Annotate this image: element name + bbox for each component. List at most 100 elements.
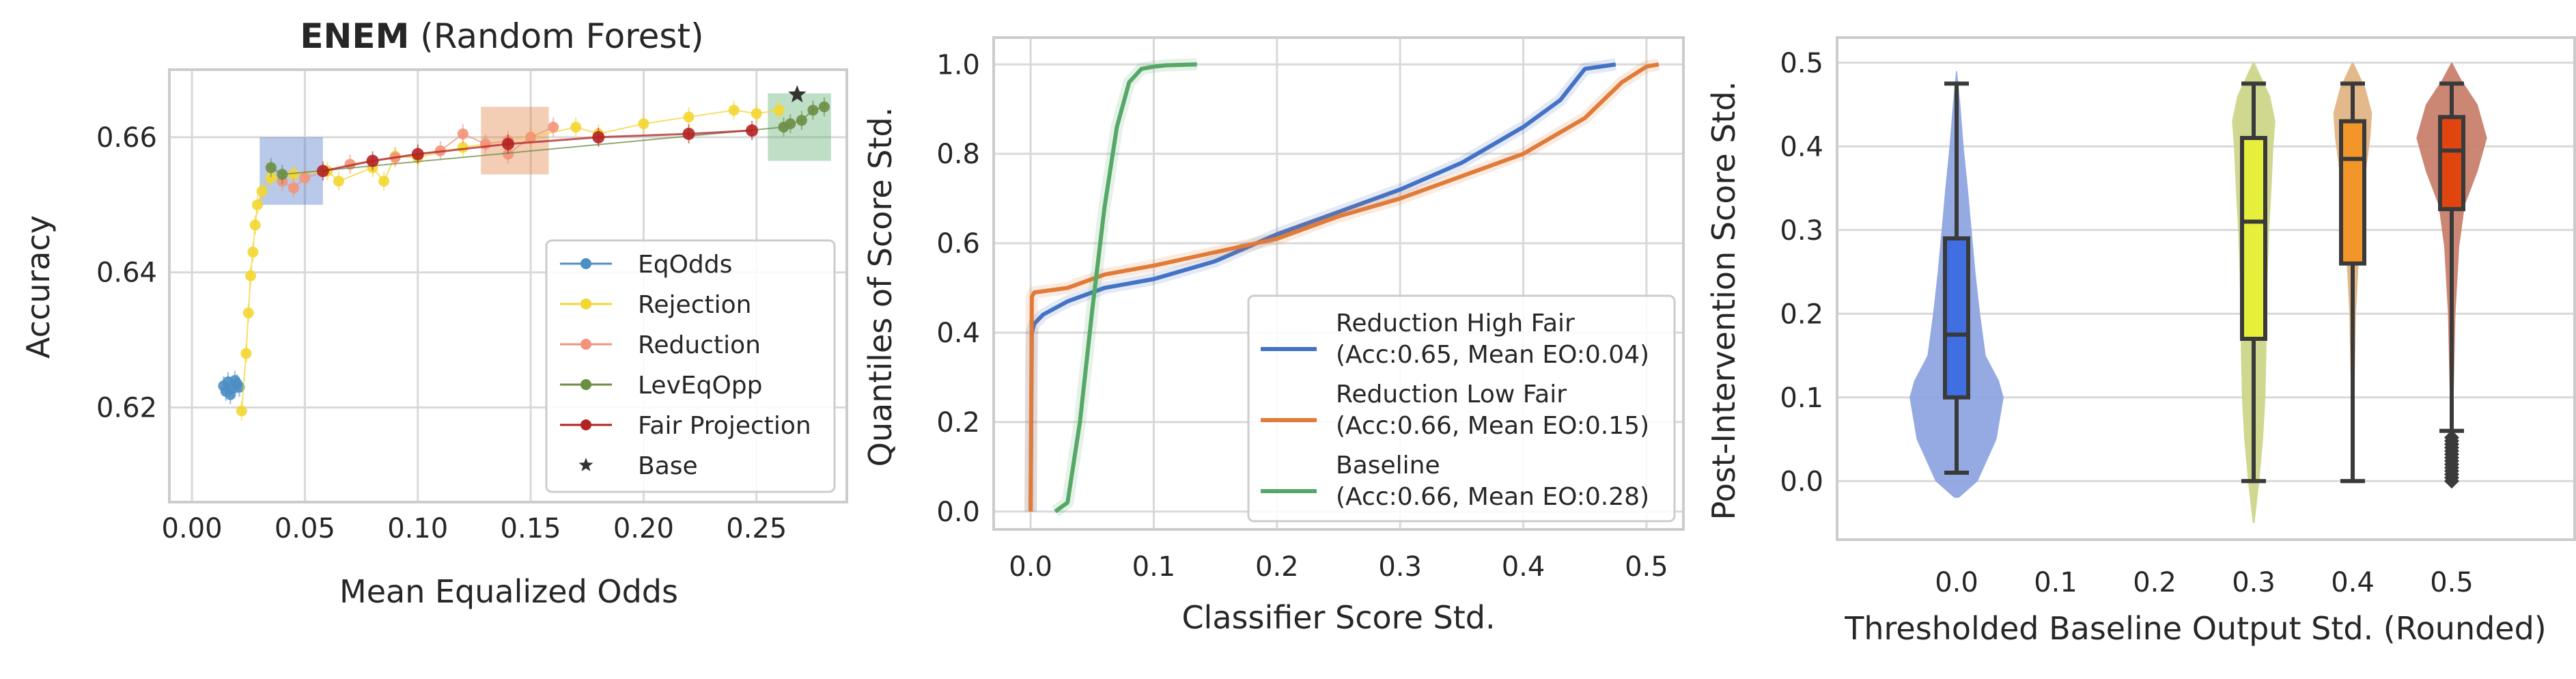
series-rejection-point	[378, 176, 390, 187]
panel2-x-tick-label: 0.4	[1502, 551, 1545, 583]
panel1-title-bold: ENEM	[300, 16, 409, 56]
violin-group-0.3	[2232, 62, 2276, 523]
series-rejection-point	[256, 186, 268, 197]
panel1-y-axis-label: Accuracy	[20, 215, 57, 359]
panel1-x-tick-label: 0.05	[275, 513, 335, 544]
panel3-y-tick-label: 0.4	[1780, 131, 1823, 163]
legend-fair-projection-marker	[580, 419, 591, 430]
series-leveqopp-point	[818, 101, 830, 113]
series-rejection-point	[242, 307, 254, 319]
panel3-y-tick-label: 0.2	[1780, 299, 1823, 330]
legend-reduction-high-fair-stats: (Acc:0.65, Mean EO:0.04)	[1336, 341, 1649, 369]
series-reduction-point	[503, 148, 514, 160]
panel3-x-axis-label: Thresholded Baseline Output Std. (Rounde…	[1844, 610, 2547, 647]
series-reduction-low-fair-line	[1028, 62, 1660, 512]
panel1-title: ENEM (Random Forest)	[300, 16, 703, 56]
panel3-violins	[1909, 62, 2487, 523]
series-eqodds-point	[234, 381, 245, 393]
series-reduction-point	[457, 128, 468, 139]
series-base	[787, 85, 807, 102]
panel1-highlight-boxes	[260, 93, 831, 205]
panel1-y-tick-label: 0.64	[96, 258, 157, 289]
panel2-y-tick-label: 1.0	[936, 49, 980, 81]
panel3-x-tick-label: 0.2	[2133, 567, 2176, 598]
legend-reduction-low-fair-stats: (Acc:0.66, Mean EO:0.15)	[1336, 412, 1649, 440]
panel3-frame	[1836, 36, 2576, 541]
violin-group-0.4	[2333, 62, 2372, 484]
panel2-y-tick-label: 0.6	[936, 228, 980, 260]
series-rejection-point	[245, 270, 257, 281]
panel3-y-tick-label: 0.1	[1780, 383, 1823, 414]
series-leveqopp-point	[796, 115, 807, 126]
panel2-y-axis-label: Quantiles of Score Std.	[862, 107, 899, 467]
panel3-y-tick-label: 0.3	[1780, 215, 1823, 247]
panel2-x-tick-label: 0.5	[1625, 551, 1668, 583]
series-baseline-line	[1054, 62, 1197, 514]
legend-leveqopp-label: LevEqOpp	[638, 372, 763, 400]
panel1-frame	[168, 68, 848, 503]
series-reduction-point	[525, 131, 537, 143]
legend-rejection-label: Rejection	[638, 291, 751, 319]
series-fair-projection-point	[316, 165, 329, 178]
series-fair-projection-point	[682, 127, 695, 140]
violin-box	[2438, 115, 2465, 212]
series-rejection-point	[457, 141, 468, 153]
panel3-y-axis-label: Post-Intervention Score Std.	[1705, 81, 1742, 521]
series-rejection-point	[288, 169, 299, 180]
panel1-y-tick-label: 0.66	[96, 122, 157, 154]
series-rejection-point	[236, 405, 247, 417]
legend-base-marker	[578, 458, 593, 471]
panel2-x-axis-label: Classifier Score Std.	[1181, 599, 1495, 636]
legend-reduction-label: Reduction	[638, 331, 761, 359]
panel1-ticks: 0.00 0.05 0.10 0.15 0.20 0.25 0.62 0.64 0.66	[96, 122, 787, 544]
panel1-x-tick-label: 0.00	[162, 513, 223, 544]
panel1-legend: EqOdds Rejection Reduction LevEqOpp Fair Pro…	[545, 239, 836, 493]
panel1-x-tick-label: 0.10	[387, 513, 448, 544]
series-leveqopp-point	[807, 105, 819, 116]
legend-baseline-stats: (Acc:0.66, Mean EO:0.28)	[1336, 483, 1649, 511]
violin-group-0.5	[2416, 62, 2487, 489]
legend-base-label: Base	[638, 452, 698, 480]
series-leveqopp-point	[785, 118, 796, 130]
panel3-x-tick-label: 0.0	[1935, 567, 1978, 598]
series-rejection-point	[251, 199, 263, 210]
series-leveqopp-point	[265, 162, 277, 174]
series-rejection-point	[570, 122, 582, 133]
panel1-x-tick-label: 0.25	[726, 513, 787, 544]
panel2-y-tick-label: 0.2	[936, 407, 980, 439]
legend-reduction-low-fair-label: Reduction Low Fair	[1336, 380, 1567, 408]
legend-baseline-label: Baseline	[1336, 452, 1440, 480]
panel2-x-tick-label: 0.3	[1378, 551, 1422, 583]
series-rejection-point	[240, 348, 252, 359]
legend-reduction-high-fair-label: Reduction High Fair	[1336, 309, 1575, 337]
panel3-x-tick-label: 0.1	[2034, 567, 2077, 598]
series-rejection-point	[683, 111, 695, 123]
series-fair-projection-point	[502, 137, 514, 150]
series-fair-projection-point	[746, 124, 759, 137]
panel3-x-tick-label: 0.4	[2331, 567, 2375, 598]
legend-rejection-marker	[580, 299, 591, 309]
panel2-frame	[992, 36, 1685, 531]
quantiles-panel: 0.0 0.1 0.2 0.3 0.4 0.5 0.0 0.2 0.4 0.6 0.8 1.0 Cla…	[862, 36, 1685, 636]
enem-accuracy-panel: ENEM (Random Forest) 0.00 0.05 0.10 0.15 0.2…	[20, 16, 848, 610]
legend-fair-projection-label: Fair Projection	[638, 412, 811, 440]
series-reduction-point	[548, 122, 559, 133]
panel1-highlight-box	[481, 107, 549, 175]
series-eqodds-point	[225, 389, 236, 400]
violin-group-0.0	[1909, 71, 2004, 498]
series-leveqopp	[265, 97, 830, 184]
series-rejection-point	[249, 219, 261, 231]
series-rejection-point	[728, 105, 740, 116]
panel1-title-rest: (Random Forest)	[409, 16, 703, 56]
series-base-marker	[787, 85, 807, 102]
violin-panel: 0.0 0.1 0.2 0.3 0.4 0.5 0.0 0.1 0.2 0.3 0.4 0.5 Thr…	[1705, 36, 2576, 647]
series-reduction-point	[288, 182, 299, 194]
series-rejection-point	[247, 247, 259, 258]
panel2-legend-box	[1247, 294, 1676, 523]
series-eqodds	[218, 370, 245, 404]
legend-leveqopp-marker	[580, 379, 591, 390]
panel2-x-tick-label: 0.1	[1132, 551, 1176, 583]
series-leveqopp-point	[277, 169, 288, 180]
legend-eqodds-label: EqOdds	[638, 251, 732, 279]
series-reduction-point	[299, 172, 311, 184]
